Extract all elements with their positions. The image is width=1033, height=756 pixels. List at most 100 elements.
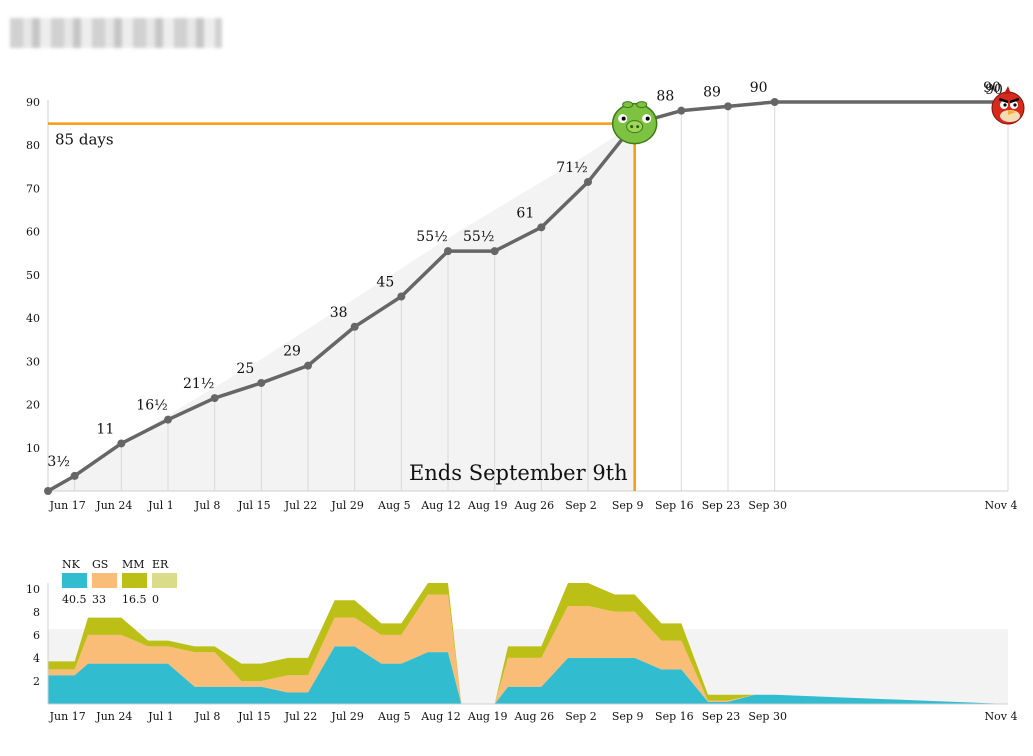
x-tick-label: Aug 5 — [377, 499, 411, 512]
y-tick-label: 4 — [33, 652, 40, 665]
y-tick-label: 30 — [26, 355, 40, 368]
data-point — [770, 98, 779, 106]
x-tick-label: Jun 17 — [49, 710, 86, 723]
x-tick-label: Jul 22 — [284, 710, 318, 723]
pig-ear — [622, 101, 634, 109]
cumulative-chart: 10 20 30 40 50 60 70 80 90 Jun 17 Jun 24 Jul 1 Jul 8… — [26, 80, 1025, 512]
data-point — [537, 223, 546, 232]
red-angry-bird-icon — [991, 86, 1025, 125]
y-tick-label: 50 — [26, 269, 40, 282]
y-tick-label: 2 — [33, 675, 40, 688]
deadline-label: Ends September 9th — [409, 461, 628, 485]
data-label: 89 — [703, 84, 721, 100]
y-tick-label: 90 — [26, 96, 40, 109]
legend-name: NK — [62, 558, 81, 571]
legend-name: GS — [92, 558, 108, 571]
x-tick-label: Sep 30 — [748, 710, 787, 723]
x-tick-label: Sep 30 — [748, 499, 787, 512]
legend-swatch — [62, 573, 87, 588]
data-label: 38 — [330, 305, 348, 321]
y-tick-label: 40 — [26, 312, 40, 325]
area-nk — [48, 646, 1008, 704]
green-pig-icon — [611, 101, 658, 145]
data-point — [70, 471, 79, 480]
pig-pupil — [645, 116, 650, 121]
data-label: 71½ — [556, 160, 587, 176]
bird-pupil — [1013, 103, 1017, 107]
bird-pupil — [1003, 103, 1007, 107]
data-label: 61 — [516, 205, 534, 221]
data-point — [210, 394, 219, 403]
bird-beak — [1008, 110, 1016, 115]
x-tick-label: Jul 1 — [147, 499, 174, 512]
x-tick-label: Sep 9 — [612, 499, 644, 512]
pig-nostril — [636, 125, 640, 129]
y-tick-label: 6 — [33, 629, 40, 642]
x-tick-label: Sep 16 — [655, 499, 694, 512]
data-point — [397, 292, 406, 301]
data-label: 29 — [283, 344, 301, 360]
x-tick-label: Nov 4 — [985, 710, 1018, 723]
y-tick-label: 20 — [26, 399, 40, 412]
data-point — [350, 322, 359, 331]
pig-nostril — [630, 125, 634, 129]
area-mm — [48, 583, 1008, 704]
x-tick-label: Jul 1 — [147, 710, 174, 723]
bird-brow — [998, 97, 1009, 104]
x-tick-label: Aug 26 — [514, 499, 555, 512]
data-label: 16½ — [136, 398, 167, 414]
x-tick-label: Sep 2 — [565, 499, 597, 512]
data-point — [164, 415, 172, 424]
data-label: 3½ — [47, 454, 69, 470]
pig-ear — [636, 101, 648, 109]
legend-total: 16.5 — [122, 593, 147, 606]
legend-name: MM — [122, 558, 145, 571]
x-tick-label: Jul 8 — [194, 710, 221, 723]
x-tick-label: Aug 19 — [467, 499, 508, 512]
data-point — [677, 106, 686, 115]
data-label: 55½ — [416, 229, 447, 245]
data-point — [44, 487, 52, 495]
legend-name: ER — [152, 558, 169, 571]
x-tick-label: Jun 24 — [95, 710, 132, 723]
days-label: 85 days — [55, 131, 114, 149]
y-tick-label: 8 — [33, 606, 40, 619]
data-label: 55½ — [463, 229, 494, 245]
y-tick-label: 80 — [26, 139, 40, 152]
pig-pupil — [621, 116, 626, 121]
bird-belly — [1000, 110, 1020, 122]
y-tick-label: 70 — [26, 182, 40, 195]
x-tick-label: Aug 5 — [377, 710, 411, 723]
legend-total: 0 — [152, 593, 159, 606]
pig-snout — [626, 120, 644, 134]
stacked-area-chart: 2 4 6 8 10 Jun 17 Jun 24 Jul 1 Jul 8 Jul 15 Jul 22… — [26, 558, 1017, 723]
data-label: 25 — [236, 361, 254, 377]
data-point — [724, 102, 732, 111]
x-tick-label: Jul 29 — [330, 710, 364, 723]
x-tick-label: Jul 15 — [237, 499, 271, 512]
data-label: 45 — [376, 275, 394, 291]
bird-crest — [1004, 86, 1011, 94]
data-label: 90 — [983, 80, 1001, 96]
data-point — [304, 361, 312, 370]
x-tick-label: Jul 15 — [237, 710, 271, 723]
data-label: 11 — [96, 421, 114, 437]
x-tick-label: Aug 12 — [420, 710, 461, 723]
x-tick-label: Aug 19 — [467, 710, 508, 723]
bird-brow — [1009, 97, 1020, 104]
x-tick-label: Jun 17 — [49, 499, 86, 512]
legend-swatch — [122, 573, 147, 588]
area-gs — [48, 594, 1008, 704]
blurred-title — [10, 18, 222, 48]
data-label: 90 — [985, 82, 1003, 98]
y-tick-label: 10 — [26, 583, 40, 596]
y-tick-label: 10 — [26, 442, 40, 455]
x-tick-label: Sep 23 — [702, 710, 741, 723]
x-tick-label: Aug 26 — [514, 710, 555, 723]
x-tick-label: Jul 8 — [194, 499, 221, 512]
data-label: 90 — [750, 80, 768, 96]
data-label: 88 — [656, 89, 674, 105]
legend-swatch — [152, 573, 177, 588]
data-point — [444, 247, 452, 256]
